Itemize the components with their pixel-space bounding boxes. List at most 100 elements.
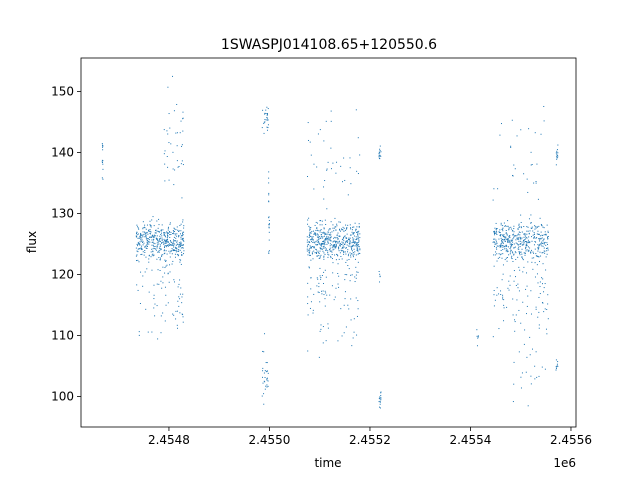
data-point <box>503 320 505 322</box>
data-point <box>512 401 514 403</box>
data-point <box>172 75 174 77</box>
data-point <box>345 229 347 231</box>
data-point <box>330 120 332 122</box>
data-point <box>497 188 499 190</box>
data-point <box>162 241 164 243</box>
data-point <box>535 306 537 308</box>
data-point <box>182 231 184 233</box>
data-point <box>337 255 339 257</box>
data-point <box>167 226 169 228</box>
data-point <box>510 226 512 228</box>
data-point <box>513 361 515 363</box>
data-point <box>145 235 147 237</box>
data-point <box>160 248 162 250</box>
data-point <box>496 287 498 289</box>
data-point <box>352 244 354 246</box>
data-point <box>327 251 329 253</box>
data-point <box>267 380 269 382</box>
data-point <box>512 174 514 176</box>
data-point <box>537 282 539 284</box>
data-point <box>148 254 150 256</box>
data-point <box>140 271 142 273</box>
data-point <box>500 224 502 226</box>
data-point <box>337 263 339 265</box>
data-point <box>504 241 506 243</box>
data-point <box>316 229 318 231</box>
data-point <box>313 233 315 235</box>
data-point <box>533 244 535 246</box>
data-point <box>175 132 177 134</box>
data-point <box>503 299 505 301</box>
data-point <box>522 244 524 246</box>
data-point <box>526 305 528 307</box>
data-point <box>317 230 319 232</box>
data-point <box>556 157 558 159</box>
data-point <box>153 254 155 256</box>
data-point <box>557 156 559 158</box>
data-point <box>529 354 531 356</box>
data-point <box>534 132 536 134</box>
data-point <box>264 113 266 115</box>
data-point <box>150 225 152 227</box>
data-point <box>318 282 320 284</box>
data-point <box>167 229 169 231</box>
data-point <box>340 165 342 167</box>
data-point <box>161 237 163 239</box>
data-point <box>319 330 321 332</box>
data-point <box>350 227 352 229</box>
data-point <box>528 218 530 220</box>
data-point <box>142 228 144 230</box>
data-point <box>499 246 501 248</box>
data-point <box>307 296 309 298</box>
data-point <box>325 248 327 250</box>
data-point <box>326 243 328 245</box>
data-point <box>323 245 325 247</box>
data-point <box>309 228 311 230</box>
data-point <box>159 237 161 239</box>
data-point <box>173 243 175 245</box>
data-point <box>351 242 353 244</box>
data-point <box>169 231 171 233</box>
data-point <box>543 247 545 249</box>
data-point <box>518 248 520 250</box>
data-point <box>352 233 354 235</box>
data-point <box>321 242 323 244</box>
data-point <box>158 224 160 226</box>
data-point <box>166 156 168 158</box>
data-point <box>339 252 341 254</box>
data-point <box>178 165 180 167</box>
data-point <box>313 239 315 241</box>
data-point <box>319 224 321 226</box>
data-point <box>541 252 543 254</box>
data-point <box>498 231 500 233</box>
data-point <box>492 199 494 201</box>
data-point <box>544 233 546 235</box>
data-point <box>353 226 355 228</box>
data-point <box>156 239 158 241</box>
data-point <box>530 313 532 315</box>
data-point <box>513 247 515 249</box>
data-point <box>181 247 183 249</box>
data-point <box>309 245 311 247</box>
data-point <box>338 258 340 260</box>
data-point <box>336 240 338 242</box>
data-point <box>536 237 538 239</box>
data-point <box>101 144 103 146</box>
data-point <box>182 239 184 241</box>
data-point <box>139 236 141 238</box>
data-point <box>145 235 147 237</box>
data-point <box>345 247 347 249</box>
data-point <box>307 122 309 124</box>
data-point <box>512 314 514 316</box>
data-point <box>165 265 167 267</box>
data-point <box>516 237 518 239</box>
data-point <box>497 257 499 259</box>
data-point <box>137 289 139 291</box>
data-point <box>265 109 267 111</box>
data-point <box>163 249 165 251</box>
data-point <box>349 280 351 282</box>
data-point <box>308 254 310 256</box>
data-point <box>333 248 335 250</box>
data-point <box>152 251 154 253</box>
data-point <box>477 335 479 337</box>
